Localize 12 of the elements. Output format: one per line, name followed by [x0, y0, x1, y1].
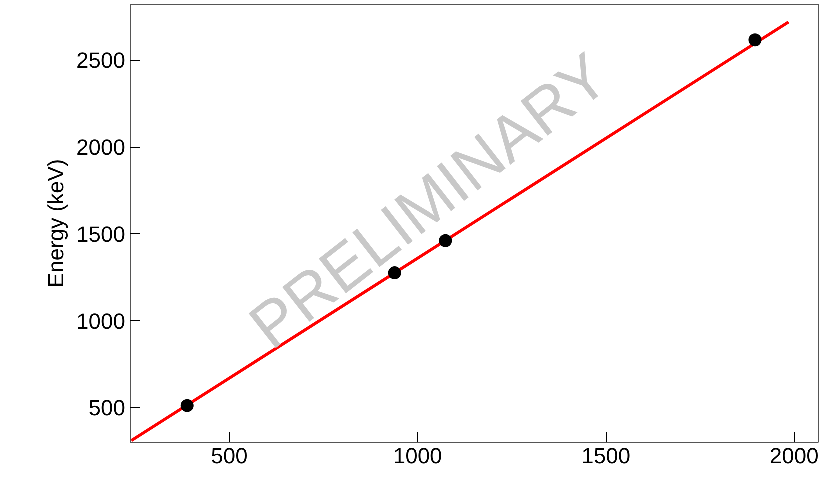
x-tick-label: 1000	[393, 444, 442, 468]
x-tick-label: 1500	[582, 444, 631, 468]
y-tick-label: 2500	[76, 48, 126, 74]
x-tick-label: 500	[211, 444, 248, 468]
y-tick-label: 1000	[76, 308, 126, 334]
y-tick-label: 500	[88, 396, 126, 421]
y-tick-label: 2000	[76, 135, 126, 160]
point	[748, 34, 762, 47]
x-tick-label: 2000	[770, 444, 819, 468]
point	[180, 399, 194, 412]
y-tick-label: 1500	[76, 222, 126, 247]
y-axis-title: Energy (keV)	[44, 159, 69, 288]
